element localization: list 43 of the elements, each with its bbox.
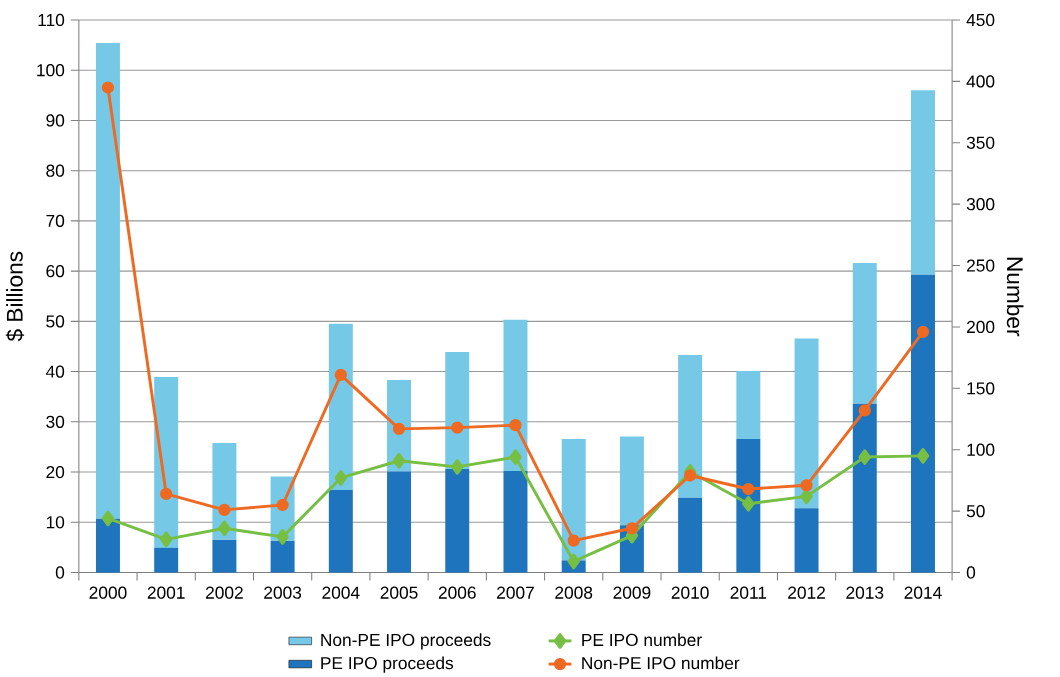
y-tick-label: 100 [37, 64, 65, 77]
x-tick-label: 2014 [904, 586, 942, 599]
y-tick-label: 0 [55, 566, 65, 579]
y-tick-label: 110 [38, 13, 65, 27]
y-tick-label: 20 [46, 465, 65, 479]
y-tick-label: 10 [46, 516, 65, 529]
legend-label: PE IPO proceeds [321, 656, 454, 673]
y-tick-label: 90 [46, 114, 65, 127]
y2-tick-label: 150 [967, 382, 995, 395]
y2-tick-label: 0 [966, 566, 976, 579]
y2-tick-label: 450 [966, 13, 995, 27]
y-axis-title: $ Billions [5, 251, 25, 342]
y-tick-label: 40 [45, 365, 65, 378]
x-tick-label: 2000 [89, 586, 127, 599]
x-tick-label: 2008 [555, 586, 593, 599]
y2-axis-title: Number [1006, 257, 1024, 337]
legend-label: PE IPO number [582, 633, 702, 647]
x-tick-label: 2012 [788, 586, 825, 599]
x-tick-label: 2004 [322, 586, 360, 599]
x-tick-label: 2002 [206, 586, 243, 599]
x-tick-label: 2003 [264, 586, 302, 599]
x-tick-label: 2010 [671, 586, 709, 599]
y2-tick-label: 50 [966, 504, 985, 518]
x-tick-label: 2001 [147, 586, 185, 599]
y2-tick-label: 350 [966, 136, 995, 149]
y-tick-label: 70 [46, 214, 65, 228]
y2-tick-label: 100 [967, 443, 995, 456]
x-tick-label: 2009 [613, 586, 651, 599]
y2-tick-label: 200 [967, 320, 995, 334]
y2-tick-label: 300 [966, 198, 995, 211]
y-tick-label: 50 [46, 315, 65, 328]
y2-tick-label: 250 [967, 259, 995, 272]
x-tick-label: 2005 [380, 586, 418, 599]
y-tick-label: 60 [46, 265, 65, 278]
legend-label: Non-PE IPO number [582, 656, 740, 670]
x-tick-label: 2013 [846, 586, 884, 599]
x-tick-label: 2011 [730, 586, 767, 599]
legend-label: Non-PE IPO proceeds [321, 633, 491, 650]
x-tick-label: 2007 [497, 586, 534, 599]
x-tick-label: 2006 [438, 586, 476, 599]
y2-tick-label: 400 [966, 75, 995, 88]
y-tick-label: 30 [46, 415, 65, 428]
y-tick-label: 80 [46, 164, 65, 177]
